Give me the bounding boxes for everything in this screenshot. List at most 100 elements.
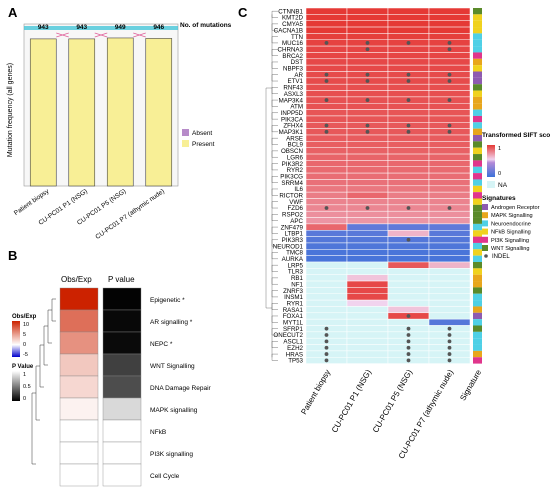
panel-c-heatmap-cell	[387, 242, 430, 250]
panel-c-heatmap-cell	[428, 312, 471, 320]
panel-c-heatmap-cell	[387, 26, 430, 34]
panel-c-indel-dot	[324, 352, 329, 356]
panel-c-indel-dot	[447, 358, 452, 363]
panel-c-heatmap-cell	[428, 255, 471, 263]
panel-c-indel-dot	[365, 41, 370, 45]
panel-c-heatmap-cell	[387, 230, 430, 237]
panel-c-gene-label: RYR1	[287, 300, 304, 307]
panel-c-gene-label: MUC16	[282, 40, 304, 47]
panel-c-heatmap-cell	[428, 83, 471, 91]
panel-a-legend-label: Present	[192, 141, 215, 148]
panel-c-heatmap-cell	[305, 312, 348, 320]
panel-c-legend-sift-title: Transformed SIFT score	[482, 132, 550, 139]
panel-b-obs-exp-cell	[59, 441, 99, 465]
panel-c-signature-cell	[473, 160, 482, 167]
panel-c-heatmap-cell	[305, 223, 348, 231]
panel-b-legend-p-tick: 0	[23, 396, 26, 402]
panel-c-indel-dot	[406, 345, 411, 350]
panel-c-signature-cell	[473, 293, 482, 301]
panel-c-gene-label: PIK3CA	[281, 116, 304, 123]
panel-c-gene-label: ETV1	[288, 78, 304, 85]
panel-c-heatmap-cell	[387, 52, 430, 60]
panel-b-legend-obs-gradient	[12, 321, 20, 357]
panel-c-heatmap-cell	[346, 280, 389, 288]
panel-c-gene-label: ONECUT2	[273, 332, 303, 339]
panel-c-indel-dot	[447, 41, 452, 45]
panel-c-heatmap-cell	[305, 172, 348, 180]
panel-c-gene-label: LGR6	[287, 154, 304, 161]
panel-c-heatmap-cell	[387, 141, 430, 148]
panel-c-heatmap-cell	[305, 287, 348, 294]
panel-c-indel-dot	[447, 79, 452, 83]
panel-c-column-label: CU-PC01 P1 (NSG)	[330, 368, 374, 434]
panel-c-heatmap-cell	[346, 166, 389, 174]
panel-c-signature-cell	[473, 249, 482, 256]
panel-c-gene-label: ARSE	[286, 135, 303, 142]
panel-b-dendrogram-branch	[39, 344, 44, 388]
panel-c-heatmap-cell	[346, 20, 389, 28]
panel-b-row-label: MAPK signalling	[150, 407, 198, 414]
panel-c-indel-dot	[406, 314, 411, 318]
panel-c-heatmap-cell	[346, 160, 389, 167]
panel-a-x-tick-label: CU-PC01 P7 (athymic nude)	[94, 188, 165, 241]
panel-c-heatmap-cell	[428, 147, 471, 155]
panel-c-heatmap-cell	[346, 299, 389, 307]
panel-c-indel-dot	[324, 72, 329, 77]
panel-c-heatmap-cell	[346, 210, 389, 218]
panel-a-x-tick-label: Patient biopsy	[13, 187, 51, 217]
panel-b-legend-p-tick: 0.5	[23, 384, 31, 390]
panel-c-indel-dot	[324, 41, 329, 45]
panel-b-row-label: Cell Cycle	[150, 473, 180, 480]
panel-c-signature-cell	[473, 198, 482, 205]
panel-c-heatmap-cell	[346, 306, 389, 314]
panel-c-signature-cell	[473, 14, 482, 21]
panel-c-heatmap-cell	[305, 115, 348, 123]
panel-c-gene-label: FZD6	[288, 205, 304, 212]
panel-c-heatmap-cell	[346, 26, 389, 34]
panel-c-gene-label: AURKA	[282, 256, 304, 263]
panel-c-signature-cell	[473, 281, 482, 288]
panel-c-heatmap-cell	[346, 350, 389, 358]
panel-c-signature-cell	[473, 52, 482, 59]
panel-a-legend-label: Absent	[192, 130, 212, 137]
panel-c-legend-signature-swatch	[482, 204, 488, 210]
panel-c-heatmap-cell	[305, 210, 348, 218]
panel-c-gene-label: OBSCN	[281, 148, 303, 155]
panel-b-legend-p-title: P Value	[12, 364, 34, 370]
panel-c-legend-signature-label: PI3K Signalling	[491, 238, 529, 244]
panel-c-heatmap-cell	[387, 185, 430, 193]
panel-c-gene-label: APC	[290, 218, 303, 225]
panel-c-column-label: CU-PC01 P5 (NSG)	[371, 368, 415, 434]
panel-b-legend-p-gradient	[12, 371, 20, 401]
panel-c-heatmap-cell	[305, 166, 348, 174]
panel-c-indel-dot	[406, 206, 411, 210]
panel-c-dendrogram-root	[265, 87, 272, 309]
panel-c-gene-label: ZFHX4	[283, 123, 303, 130]
panel-c-indel-dot	[324, 98, 329, 102]
panel-c-signature-cell	[473, 325, 482, 332]
panel-c-heatmap-cell	[305, 217, 348, 225]
panel-c-legend-signature-label: Neuroendocrine	[491, 221, 531, 227]
panel-c-gene-label: SRRM4	[281, 180, 303, 187]
panel-c-signature-cell	[473, 103, 482, 110]
panel-a-bar-present	[106, 37, 134, 187]
panel-c-gene-label: MYT1L	[283, 320, 304, 327]
panel-c-signature-cell	[473, 312, 482, 320]
panel-c-heatmap-cell	[346, 134, 389, 142]
panel-c-heatmap-cell	[387, 287, 430, 294]
panel-b-p-value-cell	[102, 353, 142, 377]
panel-c-heatmap-cell	[305, 109, 348, 117]
panel-c-indel-dot	[324, 339, 329, 344]
panel-a-connector-line	[133, 32, 146, 38]
panel-c-dendrogram-branch	[271, 201, 278, 209]
panel-c-heatmap-cell	[346, 236, 389, 244]
panel-c-heatmap-cell	[305, 90, 348, 98]
panel-c-legend-sift-gradient	[487, 145, 495, 177]
panel-c-indel-dot	[365, 206, 370, 210]
panel-c-signature-cell	[473, 242, 482, 250]
panel-c-heatmap-cell	[305, 261, 348, 269]
panel-c-legend-signature-swatch	[482, 220, 488, 227]
panel-b-legend-obs-tick: 0	[23, 342, 26, 348]
panel-c-indel-dot	[406, 98, 411, 102]
